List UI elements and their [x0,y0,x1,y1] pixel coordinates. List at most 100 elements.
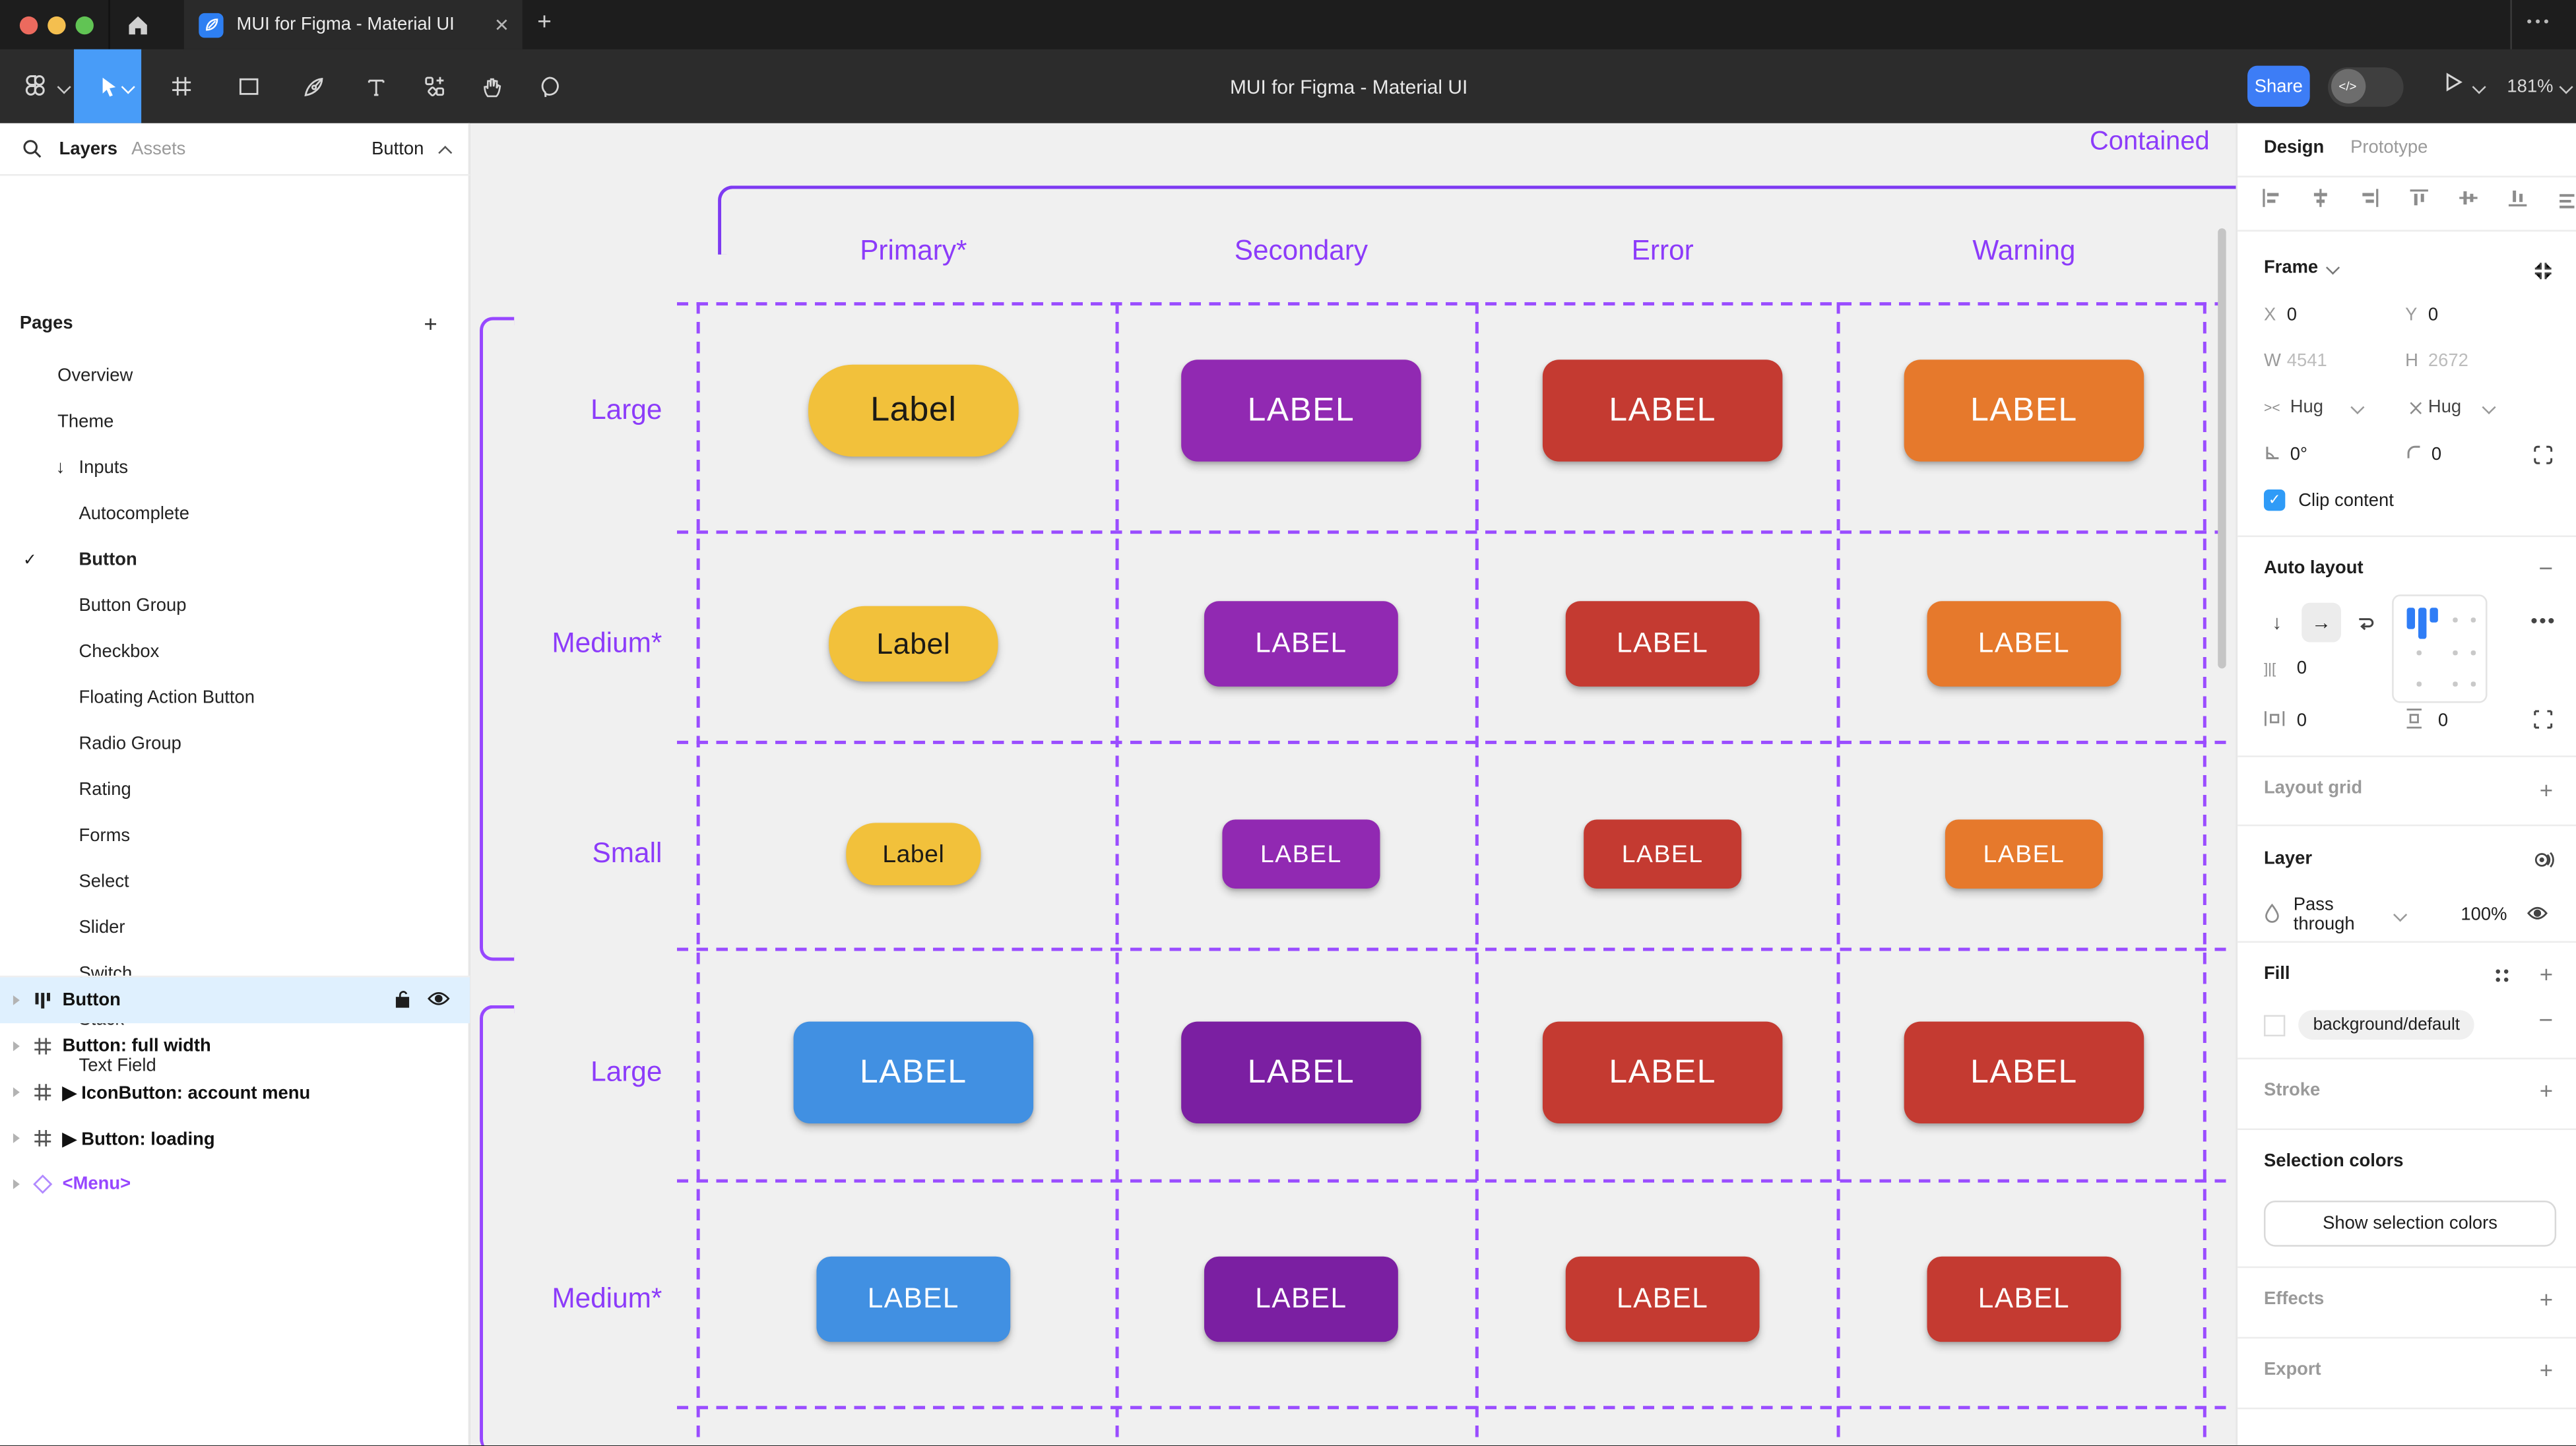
layer-expand-chevron-icon[interactable] [13,1133,20,1143]
gap-value[interactable]: 0 [2296,658,2307,679]
hug-v-chevron-icon[interactable] [2482,400,2496,415]
file-tab[interactable]: MUI for Figma - Material UI ✕ [183,0,523,49]
sidebar-page-text-field[interactable]: Text Field [0,1043,470,1089]
frame-section-title[interactable]: Frame [2263,257,2319,278]
fill-color-swatch[interactable] [2263,1014,2286,1036]
fill-token-pill[interactable]: background/default [2298,1010,2475,1040]
present-chevron-icon[interactable] [2472,79,2486,94]
blend-mode-value[interactable]: Pass through [2293,895,2355,935]
share-button[interactable]: Share [2247,65,2310,107]
canvas-scrollbar[interactable] [2218,228,2226,669]
mui-button-2-0[interactable]: Label [846,823,981,886]
padding-horizontal-value[interactable]: 0 [2296,711,2307,731]
align-left-icon[interactable] [2261,187,2282,214]
pen-tool-button[interactable] [294,49,334,123]
layer-unlock-icon[interactable] [393,988,412,1013]
layer-expand-chevron-icon[interactable] [13,1087,20,1098]
main-menu-figma-logo-icon[interactable] [13,49,56,123]
auto-layout-more-icon[interactable]: ••• [2530,609,2557,633]
mui-button-0-0[interactable]: Label [808,364,1019,457]
opacity-value[interactable]: 100% [2461,904,2507,925]
y-value[interactable]: 0 [2428,305,2439,325]
align-top-icon[interactable] [2408,187,2430,214]
sidebar-page-radio-group[interactable]: Radio Group [0,721,470,767]
tab-prototype[interactable]: Prototype [2350,138,2428,158]
frame-tool-button[interactable] [161,49,201,123]
mui-button-1-3[interactable]: LABEL [1927,601,2121,687]
layer-expand-chevron-icon[interactable] [13,995,20,1005]
remove-fill-icon[interactable]: − [2538,1007,2554,1035]
inputs-collapse-arrow-icon[interactable]: ↓ [55,458,65,478]
sidebar-page-theme[interactable]: Theme [0,399,470,445]
sidebar-page-floating-action-button[interactable]: Floating Action Button [0,675,470,721]
frame-name-label[interactable]: Contained [2090,128,2210,156]
page-collapse-chevron-icon[interactable] [438,145,453,160]
layer-row-button-full-width[interactable]: Button: full width [0,1023,470,1069]
h-value[interactable]: 2672 [2428,351,2468,371]
add-layout-grid-icon[interactable]: + [2539,776,2554,803]
traffic-light-close[interactable] [19,15,38,34]
move-tool-button[interactable] [74,49,142,123]
padding-vertical-value[interactable]: 0 [2437,711,2449,731]
layer-eye-icon[interactable] [427,990,450,1011]
canvas[interactable]: Contained Primary* Secondary Error Warning L… [470,123,2236,1446]
mui-button-3-3[interactable]: LABEL [1904,1021,2144,1124]
mui-button-3-0[interactable]: LABEL [793,1021,1034,1124]
layer-row-button[interactable]: Button [0,977,470,1024]
layer-row--menu-[interactable]: <Menu> [0,1161,470,1207]
sidebar-page-select[interactable]: Select [0,859,470,905]
sidebar-page-button-group[interactable]: Button Group [0,583,470,629]
sidebar-page-inputs[interactable]: ↓ Inputs [0,445,470,491]
new-tab-icon[interactable]: + [537,8,552,36]
mui-button-4-3[interactable]: LABEL [1927,1256,2121,1342]
mui-button-0-1[interactable]: LABEL [1181,360,1421,462]
tab-design[interactable]: Design [2263,138,2325,158]
add-page-icon[interactable]: + [424,310,437,337]
mui-button-4-0[interactable]: LABEL [816,1256,1011,1342]
distribute-menu-icon[interactable] [2556,190,2576,211]
window-overflow-menu-icon[interactable]: ••• [2527,13,2552,30]
sidebar-page-rating[interactable]: Rating [0,767,470,813]
menu-chevron-icon[interactable] [57,80,71,94]
mui-button-0-3[interactable]: LABEL [1904,360,2144,462]
hug-vertical-value[interactable]: Hug [2428,397,2462,418]
rotation-value[interactable]: 0° [2290,445,2308,465]
mui-button-4-1[interactable]: LABEL [1204,1256,1398,1342]
move-tool-chevron-icon[interactable] [121,80,135,94]
hug-horizontal-value[interactable]: Hug [2290,397,2324,418]
mui-button-1-0[interactable]: Label [829,606,998,682]
layer-expand-chevron-icon[interactable] [13,1179,20,1189]
layer-row--button-loading[interactable]: ▶ Button: loading [0,1116,470,1162]
x-value[interactable]: 0 [2286,305,2298,325]
mui-button-2-3[interactable]: LABEL [1945,819,2103,889]
auto-layout-down-icon[interactable]: ↓ [2272,611,2282,635]
tab-layers[interactable]: Layers [59,139,117,160]
mui-button-0-2[interactable]: LABEL [1542,360,1783,462]
fill-styles-icon[interactable] [2494,967,2511,988]
sidebar-page-overview[interactable]: Overview [0,353,470,399]
page-selector[interactable]: Button [371,139,424,160]
mui-button-2-1[interactable]: LABEL [1222,819,1380,889]
align-vertical-center-icon[interactable] [2458,187,2479,214]
auto-layout-wrap-icon[interactable] [2346,603,2385,643]
mui-button-1-2[interactable]: LABEL [1565,601,1760,687]
search-icon[interactable] [21,138,42,168]
sidebar-page-slider[interactable]: Slider [0,905,470,951]
document-title[interactable]: MUI for Figma - Material UI [1230,75,1468,98]
resources-tool-button[interactable] [414,49,453,123]
frame-preset-chevron-icon[interactable] [2326,261,2340,275]
clip-content-checkbox[interactable]: ✓ [2263,489,2286,511]
hug-h-chevron-icon[interactable] [2350,400,2365,415]
sidebar-page-forms[interactable]: Forms [0,813,470,859]
present-play-icon[interactable] [2443,71,2464,102]
home-icon[interactable] [125,11,151,38]
auto-layout-alignment-widget[interactable] [2392,594,2488,703]
hand-tool-button[interactable] [472,49,511,123]
show-selection-colors-button[interactable]: Show selection colors [2263,1201,2557,1247]
add-effect-icon[interactable]: + [2539,1286,2554,1313]
independent-corners-icon[interactable] [2533,445,2553,470]
align-bottom-icon[interactable] [2507,187,2528,214]
blend-mode-icon[interactable] [2533,849,2554,875]
add-stroke-icon[interactable]: + [2539,1077,2554,1104]
mui-button-2-2[interactable]: LABEL [1584,819,1742,889]
